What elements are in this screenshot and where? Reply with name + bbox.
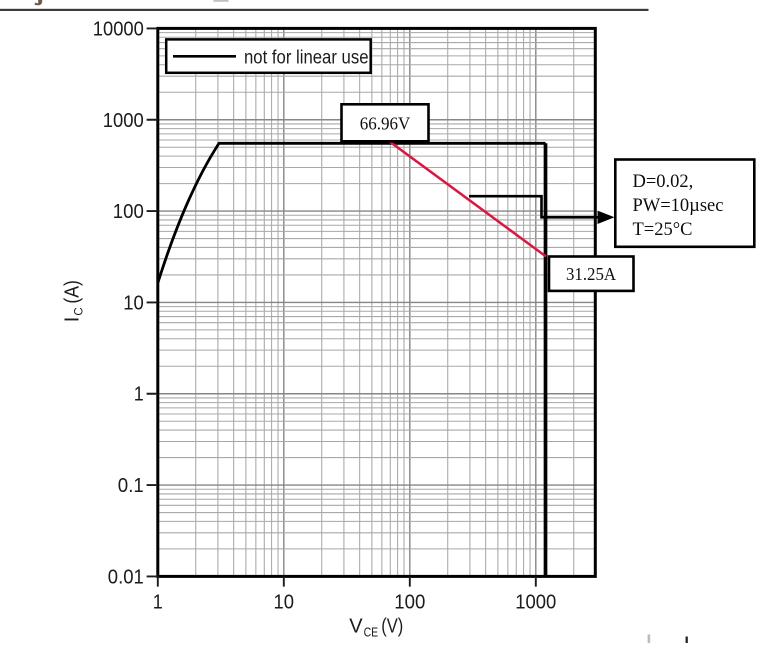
svg-text:1000: 1000 — [515, 592, 556, 614]
svg-text:not for linear use: not for linear use — [244, 47, 369, 68]
svg-text:31.25A: 31.25A — [566, 264, 616, 284]
svg-text:66.96V: 66.96V — [360, 113, 411, 133]
svg-text:0.01: 0.01 — [108, 566, 144, 588]
svg-text:1: 1 — [153, 592, 163, 614]
svg-text:T=25°C: T=25°C — [633, 220, 693, 240]
svg-text:10: 10 — [274, 592, 295, 614]
svg-text:PW=10µsec: PW=10µsec — [633, 196, 724, 216]
svg-text:V: V — [349, 615, 363, 637]
svg-text:100: 100 — [394, 592, 425, 614]
svg-text:10: 10 — [123, 292, 144, 314]
svg-text:C: C — [74, 307, 86, 315]
svg-text:1: 1 — [134, 384, 144, 406]
svg-text:10000: 10000 — [93, 18, 144, 40]
svg-text:100: 100 — [113, 201, 144, 223]
svg-text:(A): (A) — [62, 280, 84, 304]
svg-text:D=0.02,: D=0.02, — [633, 172, 694, 192]
svg-text:CE: CE — [364, 626, 379, 640]
svg-text:1000: 1000 — [103, 110, 144, 132]
svg-text:0.1: 0.1 — [118, 475, 144, 497]
svg-text:(V): (V) — [381, 615, 403, 637]
svg-text:I: I — [62, 317, 84, 323]
